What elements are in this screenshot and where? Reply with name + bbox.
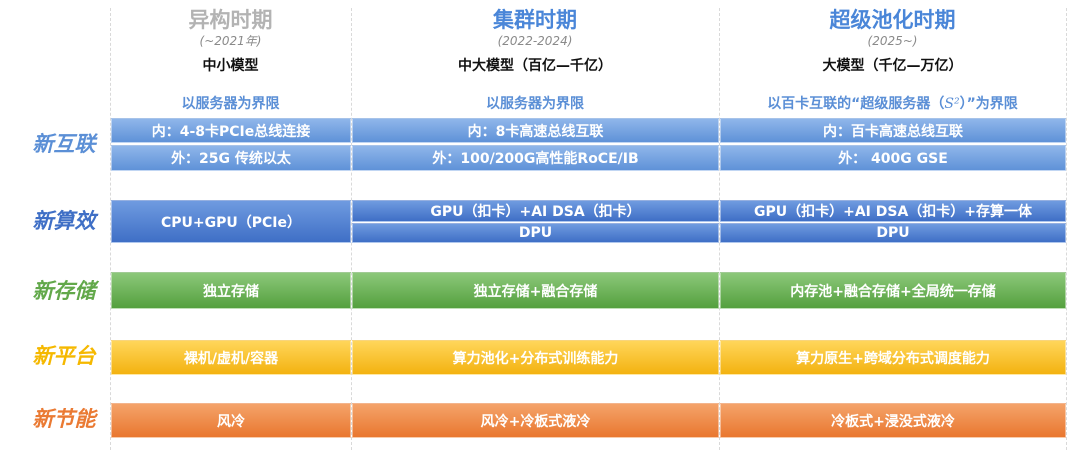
column-divider-1 — [110, 8, 111, 450]
column-divider-3 — [719, 8, 720, 450]
era-model-scale: 中大模型（百亿—千亿） — [458, 58, 612, 74]
era-boundary: 以服务器为界限 — [486, 96, 584, 112]
era-years: (~2021年) — [199, 34, 262, 48]
interconnect-external-super-pooling: 外： 400G GSE — [720, 145, 1066, 171]
row-label-energy: 新节能 — [32, 407, 96, 431]
row-label-compute: 新算效 — [32, 209, 96, 233]
row-label-platform: 新平台 — [32, 344, 96, 368]
era-header-cluster: 集群时期 (2022-2024) 中大模型（百亿—千亿） — [351, 6, 719, 76]
storage-heterogeneous: 独立存储 — [111, 272, 351, 309]
era-title: 异构时期 — [188, 8, 273, 32]
era-title: 集群时期 — [493, 8, 577, 32]
storage-cluster: 独立存储+融合存储 — [352, 272, 719, 309]
era-years: (2022-2024) — [497, 34, 573, 48]
era-header-heterogeneous: 异构时期 (~2021年) 中小模型 — [110, 6, 351, 76]
era-header-super-pooling: 超级池化时期 (2025~) 大模型（千亿—万亿） — [719, 6, 1066, 76]
platform-heterogeneous: 裸机/虚机/容器 — [111, 340, 351, 375]
compute-dpu-super-pooling: DPU — [720, 223, 1066, 243]
interconnect-internal-heterogeneous: 内：4-8卡PCIe总线连接 — [111, 118, 351, 143]
column-divider-2 — [351, 8, 352, 450]
era-boundary: 以百卡互联的“超级服务器（S²）”为界限 — [719, 94, 1066, 114]
interconnect-internal-cluster: 内：8卡高速总线互联 — [352, 118, 719, 143]
energy-super-pooling: 冷板式+浸没式液冷 — [720, 403, 1066, 438]
compute-accelerator-cluster: GPU（扣卡）+AI DSA（扣卡） — [352, 200, 719, 222]
interconnect-external-heterogeneous: 外：25G 传统以太 — [111, 145, 351, 171]
platform-super-pooling: 算力原生+跨域分布式调度能力 — [720, 340, 1066, 375]
era-boundary-prefix: 以百卡互联的“超级服务器（ — [767, 96, 945, 112]
storage-super-pooling: 内存池+融合存储+全局统一存储 — [720, 272, 1066, 309]
compute-heterogeneous: CPU+GPU（PCIe） — [111, 200, 351, 243]
energy-heterogeneous: 风冷 — [111, 403, 351, 438]
era-boundary-symbol: S² — [944, 96, 960, 112]
column-divider-4 — [1066, 8, 1067, 450]
energy-cluster: 风冷+冷板式液冷 — [352, 403, 719, 438]
era-years: (2025~) — [867, 34, 918, 48]
compute-dpu-cluster: DPU — [352, 223, 719, 243]
interconnect-internal-super-pooling: 内：百卡高速总线互联 — [720, 118, 1066, 143]
interconnect-external-cluster: 外：100/200G高性能RoCE/IB — [352, 145, 719, 171]
era-title: 超级池化时期 — [829, 8, 956, 32]
era-model-scale: 大模型（千亿—万亿） — [822, 58, 963, 74]
era-boundary: 以服务器为界限 — [181, 96, 280, 112]
compute-accelerator-super-pooling: GPU（扣卡）+AI DSA（扣卡）+存算一体 — [720, 200, 1066, 222]
row-label-interconnect: 新互联 — [32, 132, 96, 156]
era-boundary-suffix: ）”为界限 — [959, 96, 1018, 112]
platform-cluster: 算力池化+分布式训练能力 — [352, 340, 719, 375]
era-model-scale: 中小模型 — [202, 58, 259, 74]
row-label-storage: 新存储 — [32, 279, 96, 303]
